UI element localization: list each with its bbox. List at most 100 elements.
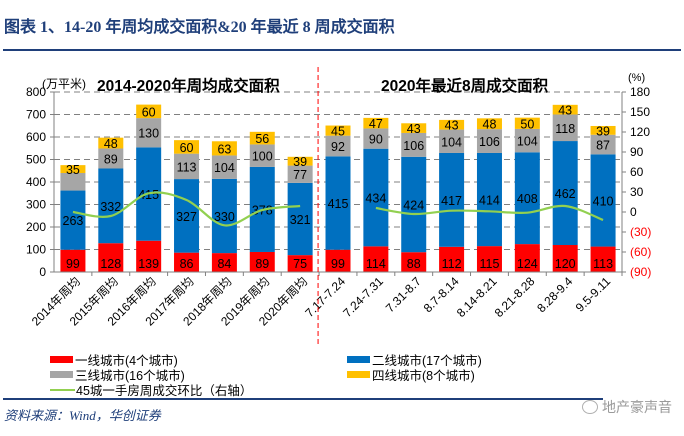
bar-segment	[325, 125, 351, 136]
bar-segment	[249, 131, 275, 145]
stacked-bar-chart: 9926335128332894813941513060863271136084…	[26, 67, 651, 345]
source-note: 资料来源：Wind，华创证券	[4, 408, 161, 423]
legend-swatch	[347, 371, 370, 378]
chart-title-right: 2020年最近8周成交面积	[381, 76, 549, 95]
data-label: 120	[555, 257, 576, 271]
bar-segment	[590, 125, 616, 135]
data-label: 47	[369, 117, 383, 131]
data-label: 75	[293, 257, 307, 271]
legend-label: 三线城市(16个城市)	[75, 369, 185, 383]
data-label: 415	[138, 188, 159, 202]
bar-segment	[98, 243, 124, 272]
bar-segment	[325, 249, 351, 272]
bar-segment	[439, 152, 465, 247]
bar-segment	[363, 246, 389, 272]
data-label: 410	[593, 194, 614, 208]
bar-segment	[552, 245, 578, 272]
bar-segment	[363, 117, 389, 129]
bar-segment	[439, 246, 465, 272]
data-label: 48	[104, 137, 118, 151]
data-label: 114	[366, 257, 386, 271]
y-tick-label: 600	[26, 130, 46, 144]
bar-segment	[476, 129, 502, 153]
chart-title-left: 2014-2020年周均成交面积	[97, 76, 280, 95]
bar-segment	[98, 168, 124, 244]
y2-tick-label: 30	[630, 185, 644, 199]
bar-segment	[60, 165, 86, 173]
y-tick-label: 300	[26, 198, 46, 212]
legend-swatch	[50, 356, 73, 363]
data-label: 104	[214, 161, 235, 175]
bar-segment	[476, 152, 502, 247]
x-tick-label: 7.31-8.7	[383, 274, 424, 315]
bar-segment	[552, 114, 578, 142]
legend-item-tier4: 四线城市(8个城市)	[347, 365, 475, 384]
bar-segment	[590, 134, 616, 155]
watermark-text: 地产豪声音	[602, 399, 672, 415]
y2-tick-label: (30)	[630, 225, 651, 239]
data-label: 113	[177, 160, 197, 174]
bar-segment	[325, 156, 351, 250]
bar-segment	[287, 156, 313, 166]
y2-tick-label: (60)	[630, 245, 651, 259]
legend-swatch	[347, 356, 370, 363]
bar-segment	[287, 165, 313, 183]
y2-tick-label: 0	[630, 205, 637, 219]
x-tick-label: 8.14-8.21	[454, 274, 500, 320]
bar-segment	[136, 104, 162, 119]
data-label: 327	[176, 210, 197, 224]
legend-item-tier2: 二线城市(17个城市)	[347, 350, 482, 369]
data-label: 424	[403, 199, 424, 213]
bar-segment	[136, 240, 162, 272]
watermark: 地产豪声音	[582, 397, 672, 417]
y-tick-label: 800	[26, 85, 46, 99]
data-label: 99	[66, 257, 80, 271]
data-label: 39	[596, 124, 610, 138]
data-label: 415	[328, 197, 349, 211]
y2-tick-label: 120	[630, 125, 650, 139]
data-label: 77	[293, 168, 307, 182]
bars	[60, 104, 616, 272]
bar-segment	[401, 156, 427, 253]
data-label: 92	[331, 140, 345, 154]
data-label: 100	[252, 150, 273, 164]
bar-segment	[363, 148, 389, 247]
data-label: 60	[180, 141, 194, 155]
data-label: 45	[331, 125, 345, 139]
y2-tick-label: (90)	[630, 265, 651, 279]
bar-segment	[136, 118, 162, 148]
data-label: 35	[66, 163, 80, 177]
bar-segment	[211, 253, 237, 272]
bar-segment	[287, 255, 313, 272]
data-label: 43	[445, 119, 459, 133]
data-label: 43	[558, 104, 572, 118]
x-tick-label: 7.24-7.31	[340, 274, 386, 320]
bar-segment	[401, 252, 427, 272]
data-label: 113	[593, 257, 613, 271]
data-label: 408	[517, 192, 538, 206]
bar-segment	[514, 244, 540, 272]
wechat-icon	[582, 400, 598, 414]
bar-segment	[590, 246, 616, 272]
y2-tick-label: 180	[630, 85, 650, 99]
legend-label: 一线城市(4个城市)	[75, 354, 178, 368]
bar-segment	[514, 128, 540, 153]
bar-segment	[514, 117, 540, 129]
bar-segment	[211, 155, 237, 179]
data-label: 50	[520, 117, 534, 131]
data-label: 84	[217, 257, 231, 271]
data-label: 99	[331, 257, 345, 271]
y-tick-label: 100	[26, 243, 46, 257]
data-label: 128	[100, 257, 121, 271]
data-label: 86	[180, 257, 194, 271]
bar-segment	[476, 118, 502, 130]
data-label: 104	[441, 135, 462, 149]
data-label: 90	[369, 133, 383, 147]
figure-title: 图表 1、14-20 年周均成交面积&20 年最近 8 周成交面积	[4, 19, 395, 36]
data-label: 115	[479, 257, 499, 271]
ratio-line	[72, 191, 604, 227]
data-label: 63	[217, 142, 231, 156]
data-label: 263	[63, 214, 84, 228]
bar-segment	[98, 137, 124, 149]
bar-segment	[287, 182, 313, 256]
